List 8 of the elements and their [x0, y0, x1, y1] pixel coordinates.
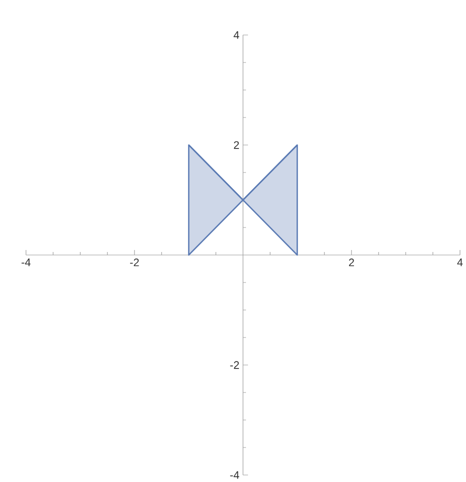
y-tick-label: 4: [234, 31, 240, 39]
y-tick-label: -4: [230, 471, 240, 479]
y-tick-label: -2: [230, 361, 239, 369]
x-tick-label: 4: [457, 258, 463, 266]
x-tick-label: -4: [22, 258, 31, 266]
x-tick-label: 2: [349, 258, 354, 266]
x-tick-label: -2: [130, 258, 139, 266]
y-tick-label: 2: [234, 141, 239, 149]
